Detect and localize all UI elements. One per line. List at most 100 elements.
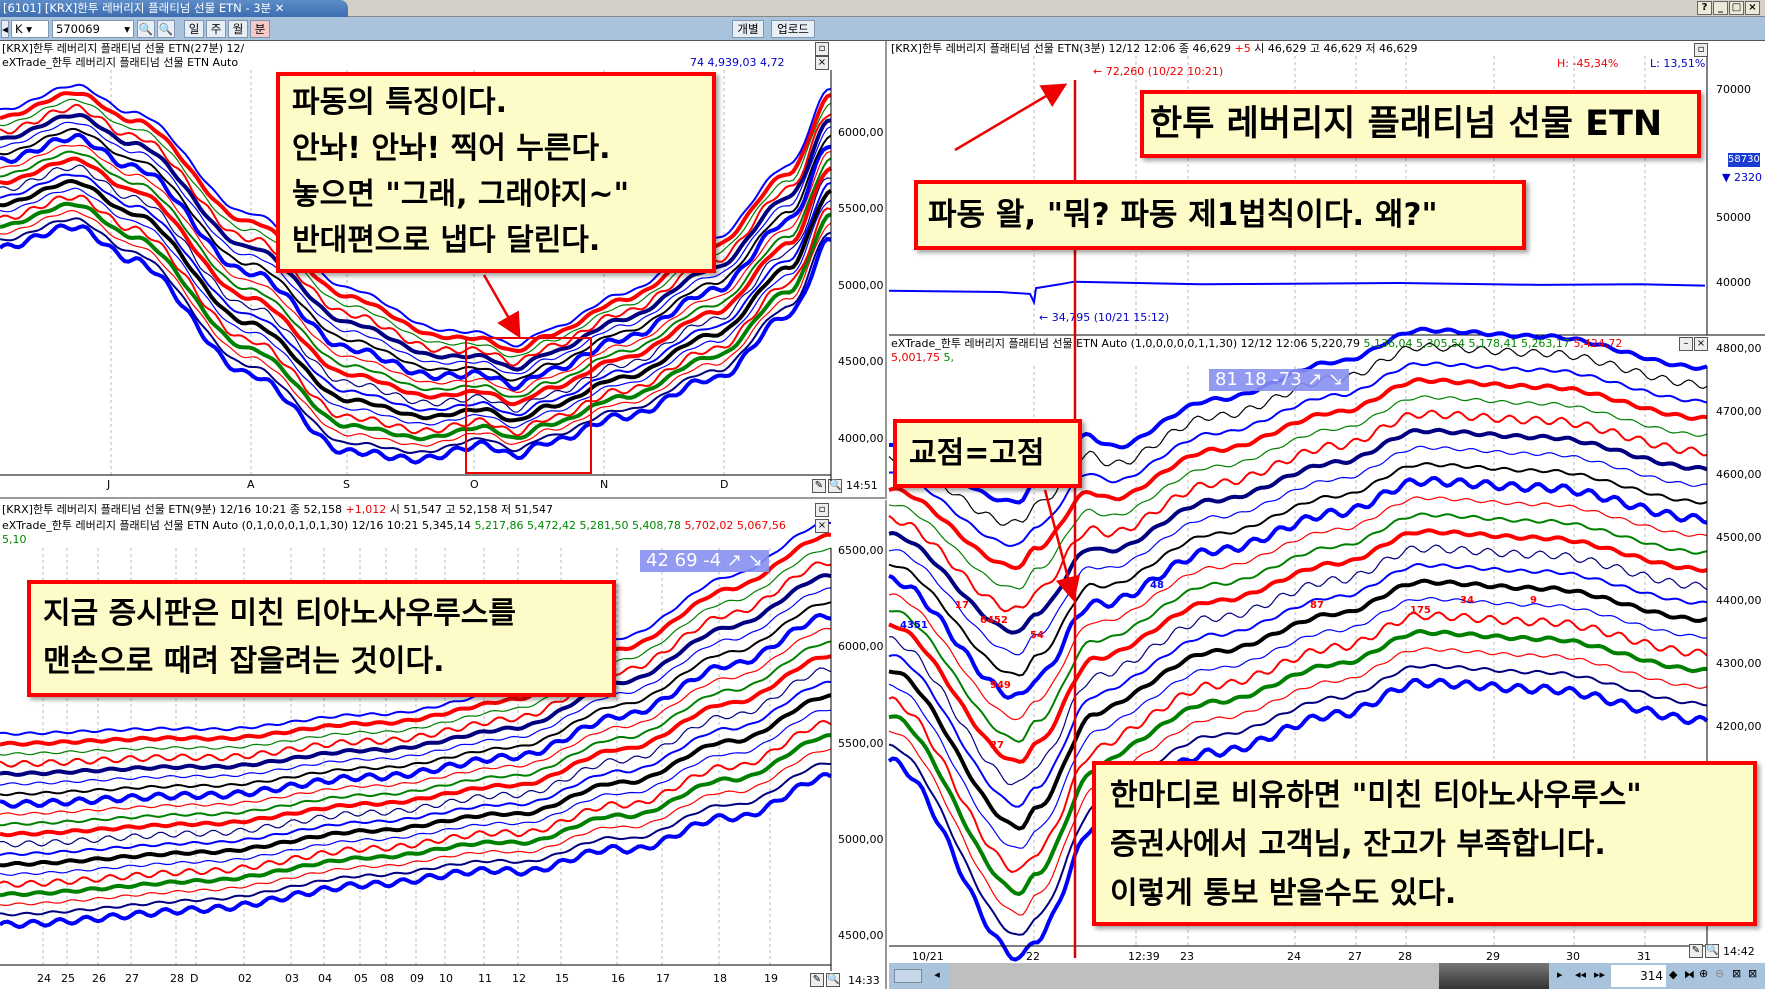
chart-scrollbar[interactable]: ◂ ▸ ◂◂ ▸▸ 314 ◆ ⧓ ⊕ ⊖ ⊠ ⊠ — [889, 963, 1765, 989]
period-minute[interactable]: 분 — [250, 20, 270, 38]
indicator-line — [888, 528, 1708, 764]
close-button[interactable]: × — [1745, 1, 1760, 15]
indicator-line — [0, 223, 832, 465]
panel-restore-icon[interactable]: ▫ — [815, 503, 829, 517]
arrow-to-cross — [1043, 489, 1081, 602]
callout-law: 파동 왈, "뭐? 파동 제1법칙이다. 왜?" — [914, 180, 1526, 250]
zoom-in-icon[interactable]: ⊕ — [1699, 967, 1709, 980]
toolbar: ◂ K ▾ 570069 ▾ 🔍 🔍 일 주 월 분 개별 업로드 — [0, 17, 1765, 41]
value-annotation: 54 — [1030, 630, 1044, 641]
y-tick-label: 40000 — [1716, 276, 1751, 289]
upload-button[interactable]: 업로드 — [771, 20, 815, 38]
x-tick-label: D — [720, 478, 729, 491]
current-change: ▼ 2320 — [1722, 171, 1762, 184]
time-label: 14:51 — [846, 479, 878, 492]
panel-close-icon[interactable]: × — [815, 519, 829, 533]
x-tick-label: 30 — [1566, 950, 1580, 963]
search-icon[interactable]: 🔍 — [137, 20, 155, 38]
indicator-line — [0, 187, 832, 429]
scroll-left-button[interactable]: ◂ — [1, 20, 9, 38]
fit-icon[interactable]: ⊠ — [1732, 967, 1742, 980]
individual-button[interactable]: 개별 — [732, 20, 764, 38]
chart-panel-3min: [KRX]한투 레버리지 플래티넘 선물 ETN(3분) 12/12 12:06… — [889, 41, 1765, 963]
callout-cross: 교점=고점 — [893, 419, 1082, 488]
chart-header: [KRX]한투 레버리지 플래티넘 선물 ETN(3분) 12/12 12:06… — [891, 42, 1418, 55]
panel-restore-icon[interactable]: ▫ — [1694, 43, 1708, 57]
zoom-icon[interactable]: 🔍 — [828, 479, 842, 493]
indicator-line — [888, 462, 1708, 677]
code-input[interactable]: 570069 ▾ — [52, 20, 134, 38]
zoom-out-icon[interactable]: ⊖ — [1715, 967, 1725, 980]
y-tick-label: 50000 — [1716, 211, 1751, 224]
market-select[interactable]: K ▾ — [11, 20, 49, 38]
scroll-right-arrow-icon[interactable]: ▸ — [1557, 968, 1563, 981]
period-month[interactable]: 월 — [228, 20, 248, 38]
scroll-left-arrow-icon[interactable]: ◂ — [934, 968, 940, 981]
indicator-line — [0, 121, 832, 375]
period-day[interactable]: 일 — [184, 20, 204, 38]
window-tab[interactable]: [6101] [KRX]한투 레버리지 플래티넘 선물 ETN - 3분 ✕ — [0, 0, 348, 17]
scroll-thumb[interactable] — [1439, 963, 1549, 989]
zoom-icon[interactable]: 🔍 — [1705, 944, 1719, 958]
period-week[interactable]: 주 — [206, 20, 226, 38]
indicator-line — [888, 476, 1708, 700]
time-label: 14:42 — [1723, 945, 1755, 958]
x-tick-label: 25 — [61, 972, 75, 985]
chart-header: [KRX]한투 레버리지 플래티넘 선물 ETN(9분) 12/16 10:21… — [2, 503, 554, 516]
value-annotation: 17 — [955, 600, 969, 611]
indicator-line — [0, 627, 832, 816]
reset-icon[interactable]: ⊠ — [1748, 967, 1758, 980]
panel-minimize-icon[interactable]: – — [1679, 337, 1693, 351]
fast-forward-icon[interactable]: ▸▸ — [1594, 968, 1606, 981]
indicator-line — [888, 377, 1708, 571]
scroll-track[interactable] — [949, 963, 1439, 989]
x-tick-label: 23 — [1180, 950, 1194, 963]
draw-tool-icon[interactable]: ✎ — [812, 479, 826, 493]
zoom-icon[interactable]: 🔍 — [826, 973, 840, 987]
x-tick-label: 12:39 — [1128, 950, 1160, 963]
expand-icon[interactable]: ◆ — [1669, 968, 1678, 981]
indicator-header: eXTrade_한투 레버리지 플래티넘 선물 ETN Auto (0,1,0,… — [2, 519, 786, 546]
current-price-tag: 58730 — [1728, 153, 1760, 167]
highlight-box — [465, 337, 592, 474]
maximize-button[interactable]: □ — [1729, 1, 1744, 15]
indicator-line — [0, 127, 832, 382]
draw-tool-icon[interactable]: ✎ — [1689, 944, 1703, 958]
callout-title: 한투 레버리지 플래티넘 선물 ETN — [1140, 90, 1701, 158]
search-favorite-icon[interactable]: 🔍 — [157, 20, 175, 38]
indicator-line — [0, 561, 832, 768]
bar-count-input[interactable]: 314 — [1611, 965, 1666, 987]
indicator-line — [888, 596, 1708, 849]
shrink-icon[interactable]: ⧓ — [1684, 968, 1695, 981]
y-tick-label: 5000,00 — [838, 279, 884, 292]
y-tick-label: 4600,00 — [1716, 468, 1762, 481]
indicator-line — [888, 512, 1708, 743]
x-tick-label: 22 — [1026, 950, 1040, 963]
indicator-values: 74 4,939,03 4,72 — [690, 56, 785, 69]
x-tick-label: 09 — [410, 972, 424, 985]
max-price-label: ← 72,260 (10/22 10:21) — [1093, 65, 1224, 78]
help-button[interactable]: ? — [1697, 1, 1712, 15]
draw-tool-icon[interactable]: ✎ — [810, 973, 824, 987]
indicator-line — [0, 772, 833, 929]
indicator-line — [888, 647, 1708, 916]
y-tick-label: 70000 — [1716, 83, 1751, 96]
y-tick-label: 6000,00 — [838, 126, 884, 139]
x-tick-label: 29 — [1486, 950, 1500, 963]
indicator-header: eXTrade_한투 레버리지 플래티넘 선물 ETN Auto (1,0,0,… — [891, 337, 1623, 364]
panel-close-icon[interactable]: × — [815, 56, 829, 70]
close-tab-icon[interactable]: ✕ — [274, 1, 285, 15]
chart-header: [KRX]한투 레버리지 플래티넘 선물 ETN(27분) 12/ — [2, 42, 245, 55]
panel-close-icon[interactable]: × — [1694, 337, 1708, 351]
x-tick-label: 15 — [555, 972, 569, 985]
y-tick-label: 4400,00 — [1716, 594, 1762, 607]
panel-restore-icon[interactable]: ▫ — [815, 42, 829, 56]
indicator-line — [0, 209, 832, 447]
indicator-line — [888, 496, 1708, 721]
scroll-grip-icon[interactable] — [894, 969, 922, 983]
y-tick-label: 4200,00 — [1716, 720, 1762, 733]
minimize-button[interactable]: _ — [1713, 1, 1728, 15]
y-tick-label: 4500,00 — [1716, 531, 1762, 544]
rewind-icon[interactable]: ◂◂ — [1575, 968, 1587, 981]
indicator-line — [0, 693, 832, 868]
